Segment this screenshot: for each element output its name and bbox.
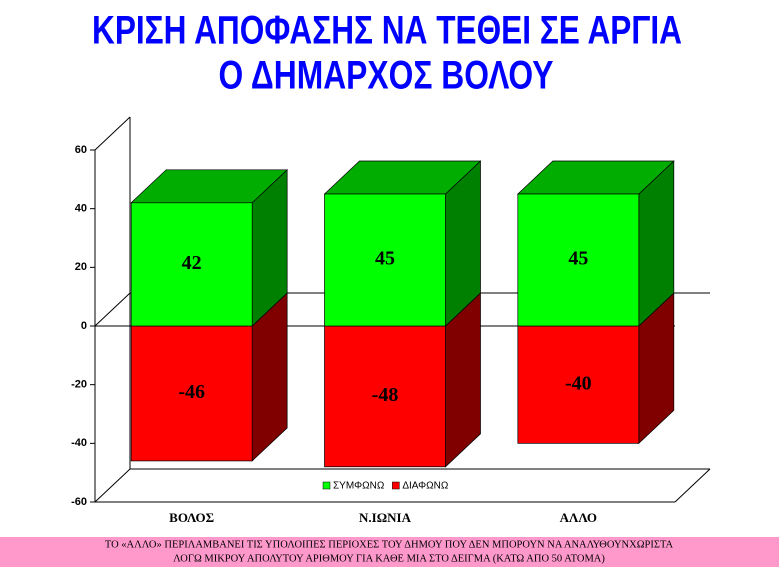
- floor-line: [94, 468, 131, 503]
- legend-label: ΣΥΜΦΩΝΩ: [333, 481, 385, 492]
- x-tick-label: ΒΟΛΟΣ: [169, 510, 214, 525]
- data-label: 45: [568, 248, 588, 270]
- axis-line: [94, 116, 131, 151]
- x-tick-label: Ν.ΙΩΝΙΑ: [359, 510, 412, 525]
- footnote-band: [0, 537, 779, 567]
- x-tick-label: ΑΛΛΟ: [560, 510, 597, 525]
- y-tick-label: -40: [71, 437, 87, 449]
- y-tick-label: 20: [75, 261, 87, 273]
- data-label: -48: [372, 384, 399, 406]
- legend-swatch: [322, 481, 331, 490]
- y-tick-label: 60: [75, 144, 87, 156]
- bar: [130, 325, 253, 462]
- y-tick-label: 0: [81, 320, 87, 332]
- legend-swatch: [392, 481, 400, 490]
- footnote: ΤΟ «ΑΛΛΟ» ΠΕΡΙΛΑΜΒΑΝΕΙ ΤΙΣ ΥΠΟΛΟΙΠΕΣ ΠΕΡ…: [105, 539, 674, 550]
- data-label: -46: [178, 381, 205, 403]
- chart-title: ΚΡΙΣΗ ΑΠΟΦΑΣΗΣ ΝΑ ΤΕΘΕΙ ΣΕ ΑΡΓΙΑ: [92, 9, 682, 53]
- legend-label: ΔΙΑΦΩΝΩ: [402, 481, 449, 492]
- zero-line: [94, 292, 131, 327]
- data-label: 45: [375, 248, 395, 270]
- footnote: ΛΟΓΩ ΜΙΚΡΟΥ ΑΠΟΛΥΤΟΥ ΑΡΙΘΜΟΥ ΓΙΑ ΚΑΘΕ ΜΙ…: [173, 553, 605, 564]
- bar: [324, 325, 446, 468]
- data-label: -40: [565, 372, 592, 394]
- bar: [517, 193, 640, 327]
- bar: [324, 193, 446, 327]
- y-tick-label: 40: [75, 203, 87, 215]
- chart-title: Ο ΔΗΜΑΡΧΟΣ ΒΟΛΟΥ: [219, 54, 554, 98]
- y-tick-label: -20: [71, 379, 87, 391]
- bar: [517, 325, 640, 444]
- y-tick-label: -60: [71, 496, 87, 508]
- bar: [130, 202, 253, 327]
- data-label: 42: [182, 252, 202, 274]
- floor-line: [674, 468, 711, 503]
